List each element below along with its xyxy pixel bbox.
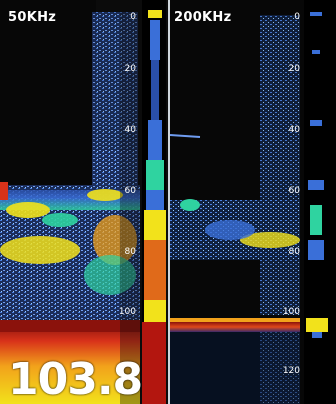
depth-tick: 0 (294, 12, 300, 22)
depth-tick: 20 (124, 64, 136, 74)
frequency-label-50khz: 50KHz (8, 10, 57, 25)
depth-tick: 80 (288, 247, 300, 257)
sonar-pane-200khz: 200KHz 0 20 40 60 80 100 120 (170, 0, 336, 404)
sonar-echogram-50khz (0, 0, 166, 404)
depth-tick: 60 (124, 186, 136, 196)
depth-scale-200khz: 0 20 40 60 80 100 120 (282, 0, 300, 404)
depth-tick: 40 (124, 125, 136, 135)
pane-divider (168, 0, 170, 404)
sonar-echogram-200khz (170, 0, 336, 404)
depth-tick: 40 (288, 125, 300, 135)
a-scope-bar-50khz (142, 10, 166, 404)
a-scope-bar-200khz (306, 12, 328, 338)
frequency-label-200khz: 200KHz (174, 10, 232, 25)
depth-tick: 60 (288, 186, 300, 196)
sonar-pane-50khz: 50KHz 0 20 40 60 80 100 103.8 (0, 0, 166, 404)
depth-tick: 0 (130, 12, 136, 22)
depth-tick: 20 (288, 64, 300, 74)
depth-tick: 80 (124, 247, 136, 257)
depth-tick: 100 (118, 307, 136, 317)
depth-tick: 120 (282, 366, 300, 376)
depth-readout: 103.8 (8, 354, 143, 404)
depth-tick: 100 (282, 307, 300, 317)
depth-scale-50khz: 0 20 40 60 80 100 (118, 0, 136, 404)
